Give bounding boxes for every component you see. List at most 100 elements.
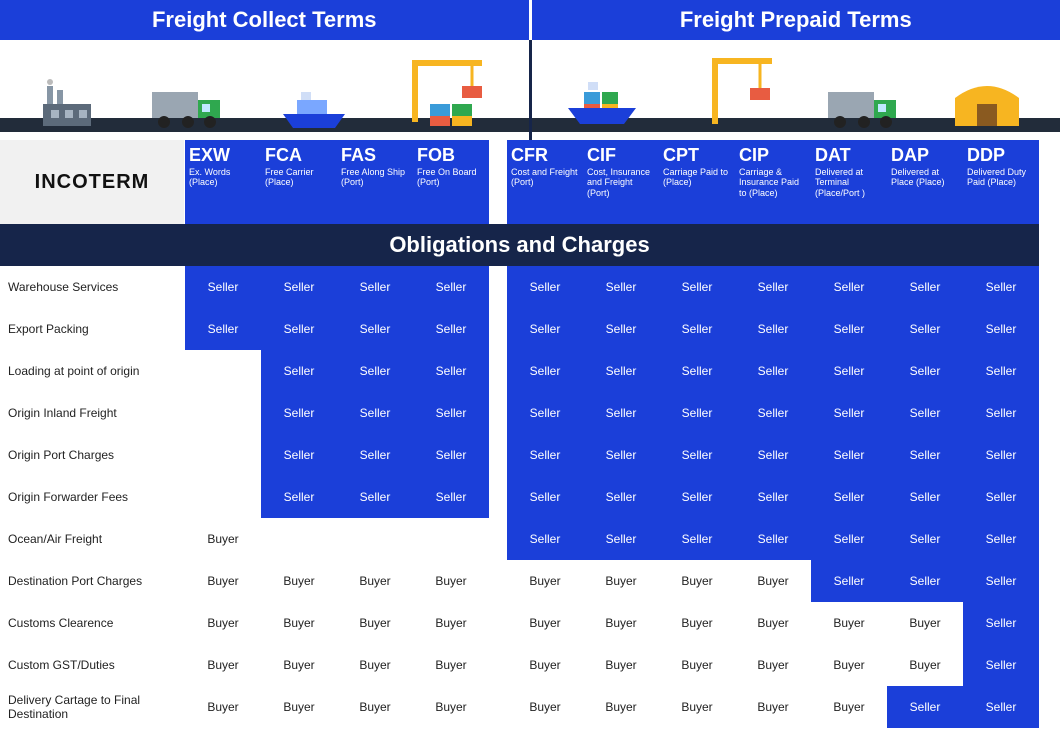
cell: Buyer (735, 560, 811, 602)
row-label: Customs Clearence (0, 602, 185, 644)
cell: Seller (887, 434, 963, 476)
term-head-cfr: CFRCost and Freight (Port) (507, 140, 583, 224)
factory-icon (37, 72, 97, 132)
cell: Seller (887, 308, 963, 350)
cell: Buyer (337, 644, 413, 686)
cell: Buyer (659, 686, 735, 728)
cell: Buyer (735, 602, 811, 644)
term-code: DAT (815, 146, 883, 164)
cell: Seller (659, 392, 735, 434)
cell: Seller (507, 350, 583, 392)
term-desc: Free Along Ship (Port) (341, 167, 409, 188)
header-prepaid: Freight Prepaid Terms (529, 0, 1060, 40)
incoterm-table: INCOTERM EXW Ex. Words (Place) FCA Free Car… (0, 140, 1060, 728)
cell: Seller (337, 434, 413, 476)
cell (185, 434, 261, 476)
cell: Seller (261, 308, 337, 350)
cell: Buyer (887, 602, 963, 644)
row-label: Custom GST/Duties (0, 644, 185, 686)
cell: Seller (337, 392, 413, 434)
truck-icon (150, 82, 226, 132)
cell: Seller (583, 266, 659, 308)
illustration-row (0, 40, 1060, 140)
cell: Seller (887, 392, 963, 434)
term-code: EXW (189, 146, 257, 164)
cell: Seller (963, 602, 1039, 644)
cell: Seller (963, 434, 1039, 476)
cell: Buyer (659, 602, 735, 644)
term-desc: Delivered at Place (Place) (891, 167, 959, 188)
term-head-cpt: CPTCarriage Paid to (Place) (659, 140, 735, 224)
cell: Buyer (507, 602, 583, 644)
term-code: DDP (967, 146, 1035, 164)
cell: Seller (337, 350, 413, 392)
cell: Buyer (337, 686, 413, 728)
cell: Seller (887, 350, 963, 392)
warehouse-icon (947, 72, 1027, 132)
cell: Seller (811, 308, 887, 350)
cell: Buyer (887, 644, 963, 686)
term-head-fca: FCA Free Carrier (Place) (261, 140, 337, 224)
cell (185, 392, 261, 434)
illustration-prepaid (529, 40, 1060, 140)
cell: Buyer (659, 644, 735, 686)
cell: Seller (659, 518, 735, 560)
term-code: FOB (417, 146, 485, 164)
cell: Seller (735, 518, 811, 560)
incoterm-label: INCOTERM (0, 140, 185, 224)
cell: Buyer (507, 560, 583, 602)
section-title: Obligations and Charges (0, 224, 1039, 266)
top-headers: Freight Collect Terms Freight Prepaid Te… (0, 0, 1060, 40)
term-desc: Ex. Words (Place) (189, 167, 257, 188)
cell: Seller (659, 266, 735, 308)
term-code: FCA (265, 146, 333, 164)
cell: Seller (963, 644, 1039, 686)
cell (413, 518, 489, 560)
cell: Seller (811, 434, 887, 476)
row-label: Delivery Cartage to Final Destination (0, 686, 185, 728)
cell: Buyer (811, 686, 887, 728)
cell: Seller (887, 686, 963, 728)
cell: Seller (735, 266, 811, 308)
cell: Buyer (261, 602, 337, 644)
cell: Seller (735, 392, 811, 434)
term-head-exw: EXW Ex. Words (Place) (185, 140, 261, 224)
cell: Buyer (735, 644, 811, 686)
term-desc: Free Carrier (Place) (265, 167, 333, 188)
cell: Seller (507, 266, 583, 308)
cell: Seller (507, 476, 583, 518)
term-desc: Carriage Paid to (Place) (663, 167, 731, 188)
cell: Seller (963, 686, 1039, 728)
cell: Seller (583, 350, 659, 392)
cell: Seller (659, 434, 735, 476)
cell: Seller (583, 518, 659, 560)
term-desc: Carriage & Insurance Paid to (Place) (739, 167, 807, 198)
cell: Seller (583, 476, 659, 518)
term-head-dap: DAPDelivered at Place (Place) (887, 140, 963, 224)
cell: Seller (507, 308, 583, 350)
term-head-dat: DATDelivered at Terminal (Place/Port ) (811, 140, 887, 224)
cell: Buyer (261, 686, 337, 728)
cell: Seller (413, 266, 489, 308)
row-label: Warehouse Services (0, 266, 185, 308)
cell: Buyer (413, 602, 489, 644)
cell: Seller (261, 266, 337, 308)
cell: Seller (261, 434, 337, 476)
cell: Seller (337, 308, 413, 350)
cell: Buyer (583, 560, 659, 602)
cell: Buyer (583, 644, 659, 686)
crane-icon (700, 52, 780, 132)
cell: Seller (963, 392, 1039, 434)
cell: Buyer (185, 686, 261, 728)
cell: Seller (811, 350, 887, 392)
cell: Buyer (811, 644, 887, 686)
cell: Seller (261, 392, 337, 434)
ship-containers-icon (564, 62, 654, 132)
term-code: CIP (739, 146, 807, 164)
term-head-ddp: DDPDelivered Duty Paid (Place) (963, 140, 1039, 224)
cell: Seller (735, 434, 811, 476)
term-desc: Free On Board (Port) (417, 167, 485, 188)
cell: Seller (583, 392, 659, 434)
term-desc: Cost and Freight (Port) (511, 167, 579, 188)
cell: Buyer (583, 686, 659, 728)
